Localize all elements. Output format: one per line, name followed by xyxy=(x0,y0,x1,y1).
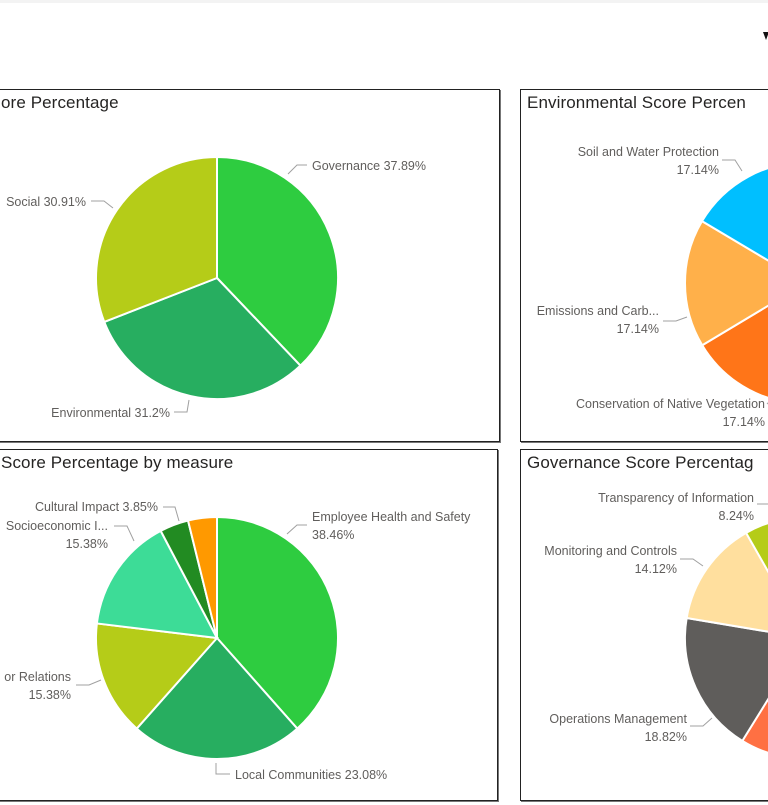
pie-slice-operations-management[interactable] xyxy=(684,616,768,743)
leader-line xyxy=(663,316,688,322)
panel-title: ore Percentage xyxy=(1,93,119,112)
data-label-social: Social 30.91% xyxy=(6,195,86,209)
governance-pie-svg xyxy=(680,503,768,759)
leader-line xyxy=(215,763,230,775)
data-label-transparency: Transparency of Information 8.24% xyxy=(598,491,754,523)
data-label-soil-water: Soil and Water Protection 17.14% xyxy=(577,145,719,177)
data-label-governance: Governance 37.89% xyxy=(312,159,426,173)
pie-slice-environmental[interactable] xyxy=(102,276,302,400)
leader-line xyxy=(163,506,180,522)
esg-pie-svg xyxy=(91,155,339,413)
environmental-score-pie-panel[interactable]: Environmental Score Percen Soil and Wate… xyxy=(520,89,768,442)
panel-title: Governance Score Percentag xyxy=(527,453,754,472)
data-label-emissions: Emissions and Carb... 17.14% xyxy=(536,304,659,336)
pie-slice-conservation-of-native-vegetation[interactable] xyxy=(700,283,768,404)
pie-slice-socioeconomic-i[interactable] xyxy=(95,529,219,640)
data-label-socioeconomic: Socioeconomic I... 15.38% xyxy=(5,519,108,551)
leader-line xyxy=(174,399,190,413)
pie-slice-soil-and-water-protection[interactable] xyxy=(700,162,768,283)
leader-line xyxy=(690,717,713,727)
pie-slice-or-relations[interactable] xyxy=(95,622,220,730)
pie-slice-monitoring-and-controls[interactable] xyxy=(685,531,768,638)
leader-line xyxy=(91,200,114,209)
data-label-employee-health: Employee Health and Safety 38.46% xyxy=(312,510,471,542)
pie-slice-unlabeled[interactable] xyxy=(186,515,218,639)
social-pie-svg xyxy=(76,506,339,775)
leader-line xyxy=(76,679,102,686)
data-label-local-communities: Local Communities 23.08% xyxy=(235,768,388,782)
pie-slice-partial[interactable] xyxy=(740,638,768,759)
pie-slice-governance[interactable] xyxy=(216,155,339,368)
pie-slice-emissions-and-carb[interactable] xyxy=(684,219,768,347)
leader-line xyxy=(722,159,743,172)
data-label-relations: or Relations 15.38% xyxy=(4,670,71,702)
data-label-environmental: Environmental 31.2% xyxy=(51,406,170,420)
data-label-operations: Operations Management 18.82% xyxy=(549,712,687,744)
leader-line xyxy=(680,558,704,567)
governance-score-pie-panel[interactable]: Governance Score Percentag Transparency … xyxy=(520,449,768,801)
data-label-cultural-impact: Cultural Impact 3.85% xyxy=(35,500,158,514)
environmental-pie-svg xyxy=(663,159,768,405)
pie-slice-transparency-of-information[interactable] xyxy=(744,517,768,638)
social-score-pie-panel[interactable]: Score Percentage by measure Employee Hea… xyxy=(0,449,498,801)
top-bar xyxy=(0,0,768,3)
pie-slice-local-communities[interactable] xyxy=(135,636,299,760)
data-label-native-vegetation: Conservation of Native Vegetation 17.14% xyxy=(575,397,765,429)
leader-line xyxy=(114,525,135,542)
panel-title: Environmental Score Percen xyxy=(527,93,746,112)
panel-title: Score Percentage by measure xyxy=(1,453,234,472)
esg-score-pie-panel[interactable]: ore Percentage Governance 37.89% Social … xyxy=(0,89,500,442)
data-label-monitoring: Monitoring and Controls 14.12% xyxy=(544,544,677,576)
clipped-logo-icon xyxy=(763,32,768,40)
leader-line xyxy=(286,524,307,535)
leader-line xyxy=(287,164,307,175)
pie-slice-employee-health-and-safety[interactable] xyxy=(216,515,339,730)
pie-slice-social[interactable] xyxy=(95,155,218,324)
